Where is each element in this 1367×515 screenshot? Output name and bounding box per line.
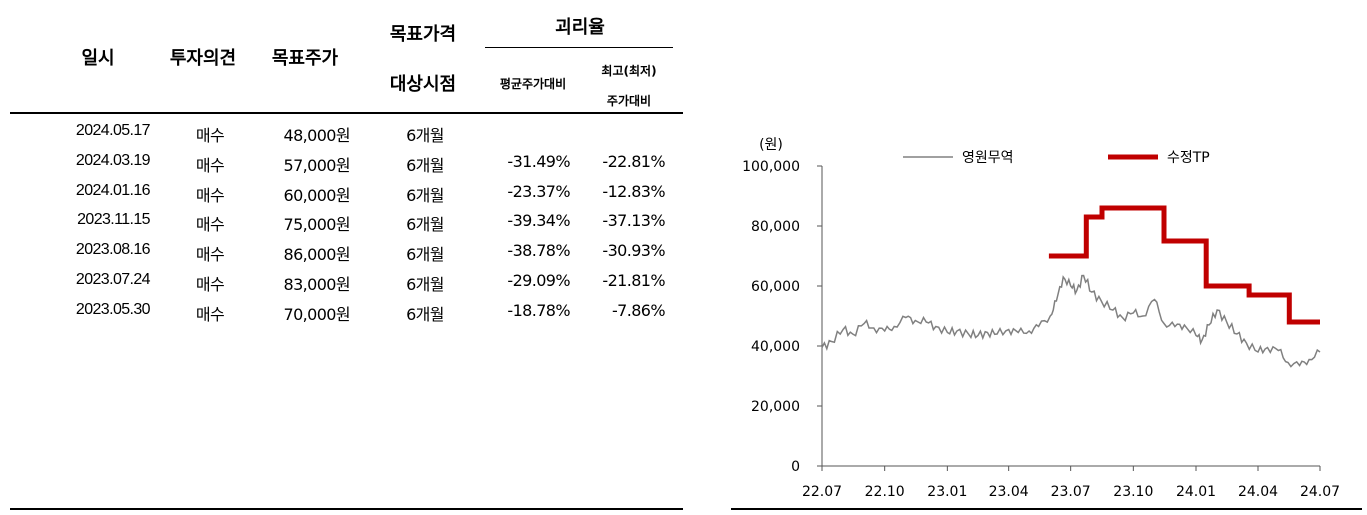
row-vs-maxmin: -21.81% bbox=[602, 271, 665, 290]
x-tick-label: 23.04 bbox=[989, 484, 1029, 500]
price-chart: (원) 0 20,000 40,000 60,000 80,000 100,000 22.0… bbox=[731, 137, 1362, 510]
series-line-stock-price bbox=[821, 274, 1321, 368]
chart-axes: 0 20,000 40,000 60,000 80,000 100,000 22.07 22.… bbox=[742, 159, 1340, 500]
row-target-price: 70,000원 bbox=[283, 304, 350, 324]
row-period: 6개월 bbox=[406, 275, 444, 294]
legend-label-target-price: 수정TP bbox=[1167, 150, 1210, 166]
row-period: 6개월 bbox=[406, 155, 444, 175]
row-period: 6개월 bbox=[406, 304, 444, 324]
y-tick-label: 40,000 bbox=[751, 339, 800, 355]
row-target-price: 83,000원 bbox=[283, 275, 350, 294]
target-price-history-table: 일시 투자의견 목표주가 목표가격 대상시점 괴리율 평균주가대비 최고(최저)… bbox=[10, 0, 683, 515]
x-tick-label: 22.07 bbox=[802, 484, 842, 500]
x-tick-label: 23.10 bbox=[1113, 484, 1153, 500]
row-date: 2024.05.17 bbox=[75, 122, 151, 139]
row-opinion: 매수 bbox=[195, 185, 225, 205]
row-vs-avg: -31.49% bbox=[507, 151, 570, 171]
y-tick-label: 60,000 bbox=[751, 279, 800, 295]
x-tick-label: 24.04 bbox=[1238, 484, 1278, 500]
header-vs-avg: 평균주가대비 bbox=[499, 77, 567, 91]
x-tick-label: 22.10 bbox=[865, 484, 905, 500]
row-target-price: 48,000원 bbox=[283, 126, 350, 145]
row-period: 6개월 bbox=[406, 245, 444, 265]
row-target-price: 86,000원 bbox=[283, 245, 350, 265]
row-period: 6개월 bbox=[406, 215, 444, 235]
row-vs-maxmin: -7.86% bbox=[611, 300, 666, 320]
header-disparity: 괴리율 bbox=[555, 17, 605, 38]
row-vs-avg: -29.09% bbox=[507, 271, 570, 290]
series-line-target-price bbox=[1048, 205, 1320, 325]
row-target-price: 60,000원 bbox=[283, 185, 350, 205]
row-period: 6개월 bbox=[406, 126, 444, 145]
row-period: 6개월 bbox=[406, 185, 444, 205]
row-date: 2023.07.24 bbox=[75, 271, 151, 288]
row-date: 2023.11.15 bbox=[77, 211, 151, 229]
row-vs-maxmin: -30.93% bbox=[602, 241, 665, 261]
row-vs-maxmin: -37.13% bbox=[602, 211, 665, 231]
row-date: 2023.05.30 bbox=[75, 300, 151, 318]
y-tick-label: 80,000 bbox=[751, 219, 800, 235]
row-vs-avg: -39.34% bbox=[507, 211, 570, 231]
row-vs-avg: -38.78% bbox=[507, 241, 570, 261]
header-target-period-line2: 대상시점 bbox=[389, 74, 457, 95]
x-tick-label: 23.01 bbox=[927, 484, 967, 500]
row-vs-maxmin: -12.83% bbox=[602, 181, 665, 201]
header-target-period-line1: 목표가격 bbox=[389, 24, 457, 45]
x-tick-label: 24.01 bbox=[1176, 484, 1216, 500]
chart-series bbox=[821, 205, 1321, 368]
row-opinion: 매수 bbox=[195, 155, 225, 175]
header-vs-maxmin-line2: 주가대비 bbox=[606, 94, 652, 108]
row-vs-maxmin: -22.81% bbox=[602, 151, 665, 171]
chart-legend: 영원무역 수정TP bbox=[903, 150, 1210, 166]
row-opinion: 매수 bbox=[195, 245, 225, 265]
row-date: 2023.08.16 bbox=[75, 241, 151, 259]
y-axis-unit-label: (원) bbox=[759, 137, 783, 153]
y-tick-label: 100,000 bbox=[742, 159, 800, 175]
row-vs-avg: -18.78% bbox=[507, 300, 570, 320]
header-vs-maxmin-line1: 최고(최저) bbox=[601, 64, 657, 78]
table-bottom-rule bbox=[10, 508, 683, 510]
x-tick-label: 23.07 bbox=[1051, 484, 1091, 500]
header-bottom-rule bbox=[10, 112, 683, 114]
row-date: 2024.01.16 bbox=[75, 181, 151, 199]
y-tick-label: 0 bbox=[791, 459, 800, 475]
header-target-price: 목표주가 bbox=[271, 48, 339, 69]
row-date: 2024.03.19 bbox=[75, 151, 151, 169]
y-tick-label: 20,000 bbox=[751, 399, 800, 415]
header-date: 일시 bbox=[81, 48, 115, 69]
row-target-price: 57,000원 bbox=[283, 155, 350, 175]
row-opinion: 매수 bbox=[195, 275, 225, 294]
row-target-price: 75,000원 bbox=[283, 215, 350, 235]
row-vs-avg: -23.37% bbox=[507, 181, 570, 201]
row-opinion: 매수 bbox=[195, 215, 225, 235]
row-opinion: 매수 bbox=[195, 304, 225, 324]
row-opinion: 매수 bbox=[195, 126, 225, 145]
legend-label-stock-price: 영원무역 bbox=[962, 150, 1014, 166]
header-opinion: 투자의견 bbox=[169, 48, 237, 69]
header-disparity-underline bbox=[485, 47, 673, 48]
x-tick-label: 24.07 bbox=[1300, 484, 1340, 500]
